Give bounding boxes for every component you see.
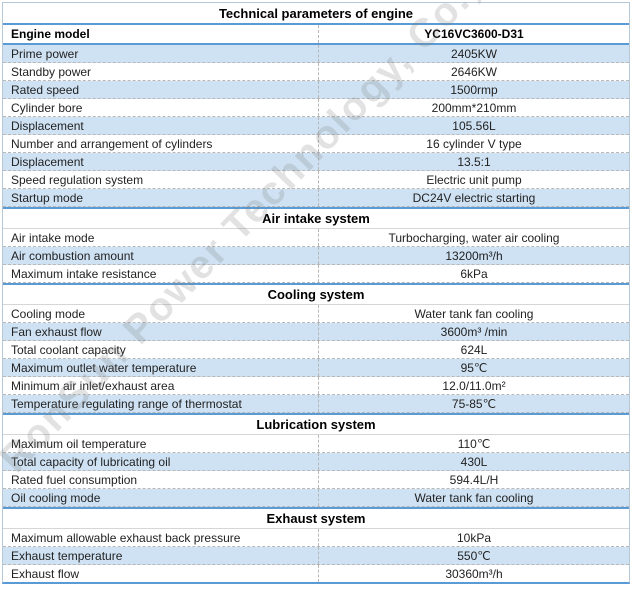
param-label: Total coolant capacity [3, 341, 319, 358]
section-header: Lubrication system [3, 413, 629, 435]
param-label: Oil cooling mode [3, 489, 319, 506]
param-value: DC24V electric starting [412, 190, 536, 205]
table-row: Cooling mode Water tank fan cooling [3, 305, 629, 323]
param-label: Number and arrangement of cylinders [3, 135, 319, 152]
param-value: 6kPa [460, 266, 488, 281]
param-value: 550℃ [457, 548, 491, 563]
table-row: Temperature regulating range of thermost… [3, 395, 629, 413]
param-value: 430L [460, 454, 488, 469]
table-rows: Prime power 2405KW Standby power 2646KW Rate… [3, 45, 629, 582]
table-row: Fan exhaust flow 3600m³ /min [3, 323, 629, 341]
table-row: Rated speed 1500rmp [3, 81, 629, 99]
table-row: Cylinder bore 200mm*210mm [3, 99, 629, 117]
param-label: Speed regulation system [3, 171, 319, 188]
param-label: Displacement [3, 117, 319, 134]
table-row: Maximum outlet water temperature 95℃ [3, 359, 629, 377]
param-value: 95℃ [460, 360, 488, 375]
param-label: Exhaust temperature [3, 547, 319, 564]
table-row: Displacement 13.5:1 [3, 153, 629, 171]
param-label: Cooling mode [3, 305, 319, 322]
table-row: Displacement 105.56L [3, 117, 629, 135]
param-value: 13.5:1 [457, 154, 491, 169]
param-label: Prime power [3, 45, 319, 62]
param-label: Maximum allowable exhaust back pressure [3, 529, 319, 546]
param-value: 10kPa [456, 530, 492, 545]
param-label: Standby power [3, 63, 319, 80]
table-row: Air combustion amount 13200m³/h [3, 247, 629, 265]
param-value: Water tank fan cooling [414, 490, 534, 505]
table-row: Standby power 2646KW [3, 63, 629, 81]
param-value: Water tank fan cooling [414, 306, 534, 321]
table-row: Minimum air inlet/exhaust area 12.0/11.0m… [3, 377, 629, 395]
param-value: 2646KW [450, 64, 498, 79]
param-value: Turbocharging, water air cooling [388, 230, 560, 245]
table-row: Speed regulation system Electric unit pum… [3, 171, 629, 189]
param-value: Electric unit pump [426, 172, 522, 187]
param-value: 30360m³/h [445, 566, 503, 581]
param-label: Rated fuel consumption [3, 471, 319, 488]
param-label: Total capacity of lubricating oil [3, 453, 319, 470]
engine-model-row: Engine model YC16VC3600-D31 [3, 25, 629, 45]
table-row: Rated fuel consumption 594.4L/H [3, 471, 629, 489]
table-row: Total capacity of lubricating oil 430L [3, 453, 629, 471]
table-row: Maximum intake resistance 6kPa [3, 265, 629, 283]
table-row: Maximum oil temperature 110℃ [3, 435, 629, 453]
param-label: Maximum outlet water temperature [3, 359, 319, 376]
param-value: 12.0/11.0m² [442, 378, 506, 393]
param-value: 2405KW [450, 46, 498, 61]
section-header: Exhaust system [3, 507, 629, 529]
param-label: Maximum oil temperature [3, 435, 319, 452]
param-label: Maximum intake resistance [3, 265, 319, 282]
table-row: Exhaust flow 30360m³/h [3, 565, 629, 582]
param-value: 110℃ [457, 436, 491, 451]
section-header: Cooling system [3, 283, 629, 305]
param-label: Temperature regulating range of thermost… [3, 395, 319, 412]
param-value: 105.56L [452, 118, 496, 133]
param-label: Air intake mode [3, 229, 319, 246]
table-row: Total coolant capacity 624L [3, 341, 629, 359]
param-value: 624L [460, 342, 488, 357]
param-label: Air combustion amount [3, 247, 319, 264]
table-title: Technical parameters of engine [3, 3, 629, 25]
param-value: 1500rmp [450, 82, 498, 97]
table-title-text: Technical parameters of engine [218, 5, 414, 21]
param-value: 13200m³/h [445, 248, 503, 263]
param-label: Minimum air inlet/exhaust area [3, 377, 319, 394]
param-label: Displacement [3, 153, 319, 170]
param-label: Rated speed [3, 81, 319, 98]
param-value: 16 cylinder V type [426, 136, 522, 151]
table-row: Startup mode DC24V electric starting [3, 189, 629, 207]
param-value: 3600m³ /min [440, 324, 508, 339]
param-label: Exhaust flow [3, 565, 319, 582]
section-header: Air intake system [3, 207, 629, 229]
table-row: Exhaust temperature 550℃ [3, 547, 629, 565]
param-label: Fan exhaust flow [3, 323, 319, 340]
param-label: Cylinder bore [3, 99, 319, 116]
table-row: Oil cooling mode Water tank fan cooling [3, 489, 629, 507]
table-row: Maximum allowable exhaust back pressure 1… [3, 529, 629, 547]
param-label: Startup mode [3, 189, 319, 206]
table-row: Number and arrangement of cylinders 16 cy… [3, 135, 629, 153]
engine-parameters-table: Technical parameters of engine Engine mo… [2, 2, 630, 584]
param-value: 75-85℃ [451, 396, 497, 411]
param-value: 594.4L/H [449, 472, 499, 487]
param-value: 200mm*210mm [431, 100, 517, 115]
table-row: Air intake mode Turbocharging, water air … [3, 229, 629, 247]
engine-model-label: Engine model [3, 25, 319, 43]
engine-model-value: YC16VC3600-D31 [424, 27, 524, 41]
table-row: Prime power 2405KW [3, 45, 629, 63]
